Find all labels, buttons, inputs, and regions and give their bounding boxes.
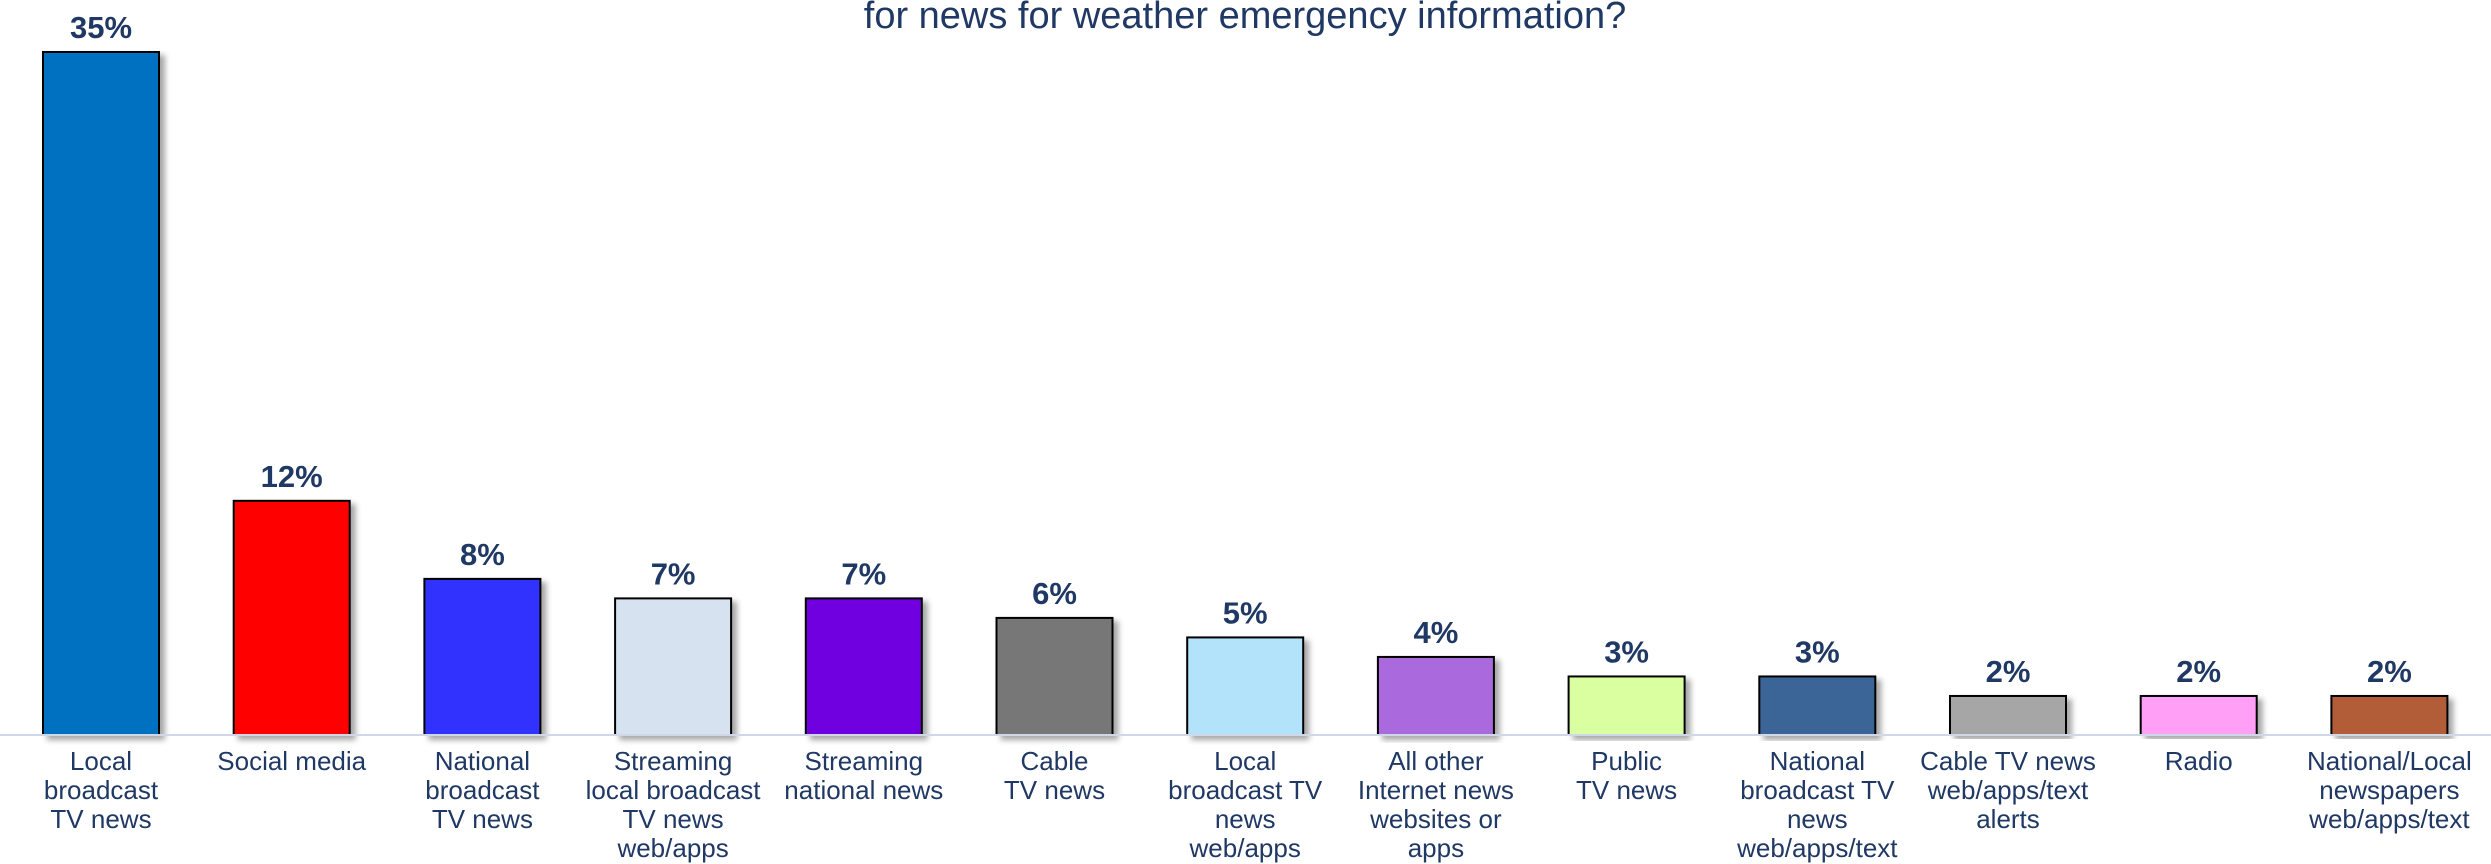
- bar-6: [1186, 636, 1305, 737]
- bar-12: [2330, 694, 2449, 737]
- value-label-8: 3%: [1604, 634, 1649, 669]
- value-label-12: 2%: [2367, 654, 2412, 689]
- bar-7: [1376, 655, 1495, 737]
- category-label-10: Cable TV news web/apps/text alerts: [1920, 746, 2096, 834]
- category-label-11: Radio: [2165, 746, 2233, 776]
- category-labels-group: Local broadcast TV news Social media Nationa…: [44, 746, 2472, 863]
- value-label-4: 7%: [841, 556, 886, 591]
- category-label-2: National broadcast TV news: [425, 746, 540, 834]
- bar-3: [614, 597, 733, 737]
- category-label-4: Streaming national news: [784, 746, 943, 805]
- category-label-7: All other Internet news websites or apps: [1358, 746, 1514, 863]
- value-label-1: 12%: [261, 459, 323, 494]
- category-label-8: Public TV news: [1576, 746, 1677, 805]
- bar-11: [2139, 694, 2258, 737]
- category-label-12: National/Local newspapers web/apps/text: [2307, 746, 2472, 834]
- bar-5: [995, 616, 1114, 737]
- value-label-6: 5%: [1223, 595, 1268, 630]
- value-label-3: 7%: [651, 556, 696, 591]
- category-label-6: Local broadcast TV news web/apps: [1168, 746, 1323, 863]
- value-label-0: 35%: [70, 10, 132, 45]
- bars-group: [42, 51, 2449, 737]
- bar-0: [42, 51, 160, 736]
- value-label-9: 3%: [1795, 634, 1840, 669]
- value-label-10: 2%: [1986, 654, 2031, 689]
- value-label-11: 2%: [2176, 654, 2221, 689]
- bar-8: [1567, 675, 1686, 737]
- bar-4: [804, 597, 923, 737]
- category-label-5: Cable TV news: [1004, 746, 1105, 805]
- bar-10: [1949, 694, 2067, 737]
- value-label-2: 8%: [460, 537, 505, 572]
- value-label-5: 6%: [1032, 576, 1077, 611]
- chart-title: for news for weather emergency informati…: [864, 0, 1626, 37]
- category-label-1: Social media: [217, 746, 366, 776]
- bar-1: [232, 499, 351, 737]
- value-labels-group: 35% 12% 8% 7% 7% 6% 5% 4% 3% 3% 2% 2% 2%: [70, 10, 2412, 689]
- value-label-7: 4%: [1413, 615, 1458, 650]
- category-label-0: Local broadcast TV news: [44, 746, 159, 834]
- bar-2: [423, 577, 542, 737]
- category-label-3: Streaming local broadcast TV news web/apps: [586, 746, 762, 863]
- bar-9: [1758, 675, 1877, 737]
- category-label-9: National broadcast TV news web/apps/text: [1736, 746, 1898, 863]
